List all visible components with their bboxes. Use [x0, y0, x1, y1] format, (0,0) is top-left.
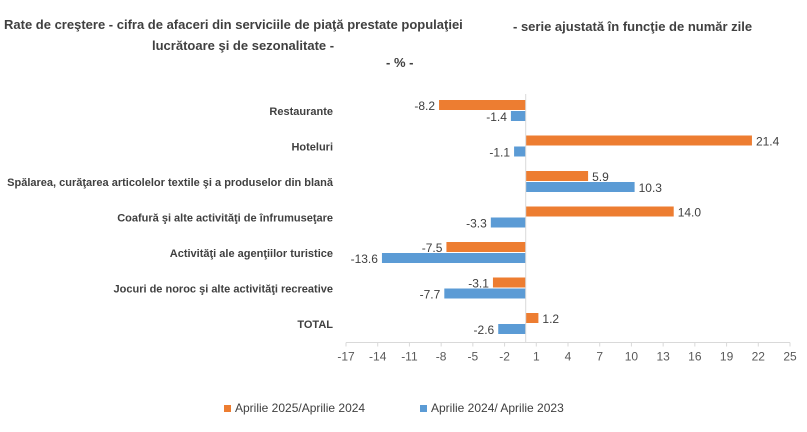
bar-series-1 — [439, 100, 526, 110]
x-tick-label: -17 — [337, 350, 355, 364]
category-label: Spălarea, curăţarea articolelor textile … — [7, 177, 334, 189]
data-label: -13.6 — [351, 252, 379, 266]
chart-title-line-2: - serie ajustată în funcţie de număr zil… — [513, 19, 753, 34]
legend-swatch-series-1 — [224, 404, 231, 412]
x-tick-label: 1 — [533, 350, 540, 364]
bar-series-2 — [525, 182, 635, 192]
data-label: 21.4 — [756, 135, 780, 149]
bar-series-2 — [514, 146, 526, 157]
category-label: TOTAL — [297, 319, 333, 331]
x-tick-label: 10 — [625, 350, 639, 364]
x-tick-label: -11 — [401, 350, 418, 364]
chart-title-line-3: lucrătoare şi de sezonalitate - — [152, 38, 335, 53]
legend-label-series-2: Aprilie 2024/ Aprilie 2023 — [431, 401, 564, 415]
x-tick-label: -2 — [499, 350, 510, 364]
bar-series-1 — [525, 313, 539, 323]
x-tick-label: 22 — [752, 350, 766, 364]
legend-item-series-1: Aprilie 2025/Aprilie 2024 — [224, 401, 365, 415]
category-label: Restaurante — [269, 106, 333, 118]
category-label: Hoteluri — [291, 142, 333, 154]
chart-title-line-4: - % - — [386, 55, 414, 70]
bar-series-1 — [492, 277, 526, 288]
bar-series-2 — [444, 288, 526, 299]
data-label: 14.0 — [678, 206, 702, 220]
data-label: -3.1 — [468, 277, 489, 291]
data-label: -1.1 — [489, 146, 510, 160]
x-tick-label: 25 — [783, 350, 797, 364]
category-label: Activităţi ale agenţiilor turistice — [170, 248, 333, 260]
data-label: -1.4 — [486, 110, 507, 124]
x-tick-label: 13 — [656, 350, 670, 364]
bar-series-1 — [525, 171, 589, 181]
bar-series-1 — [525, 135, 752, 146]
data-label: -8.2 — [414, 99, 435, 113]
data-label: -2.6 — [474, 323, 495, 337]
x-tick-label: 7 — [596, 350, 603, 364]
data-label: -7.5 — [422, 241, 443, 255]
x-tick-label: 16 — [688, 350, 702, 364]
legend-item-series-2: Aprilie 2024/ Aprilie 2023 — [420, 401, 564, 415]
chart-title-line-1: Rate de creştere - cifra de afaceri din … — [4, 17, 463, 32]
bar-series-1 — [525, 206, 674, 217]
x-tick-label: 4 — [565, 350, 572, 364]
bar-series-2 — [498, 324, 526, 334]
x-tick-label: -5 — [468, 350, 479, 364]
data-label: 5.9 — [592, 170, 609, 184]
data-label: 1.2 — [542, 312, 559, 326]
x-tick-label: 19 — [720, 350, 734, 364]
category-label: Jocuri de noroc şi alte activităţi recre… — [114, 284, 333, 296]
bar-series-2 — [510, 111, 526, 121]
category-label: Coafură şi alte activităţi de înfrumuseţ… — [117, 213, 333, 225]
legend-label-series-1: Aprilie 2025/Aprilie 2024 — [235, 401, 366, 415]
data-label: -3.3 — [466, 217, 487, 231]
x-tick-label: -14 — [369, 350, 387, 364]
bar-series-2 — [381, 253, 526, 263]
data-label: -7.7 — [420, 288, 441, 302]
bar-series-2 — [490, 217, 526, 228]
legend-swatch-series-2 — [420, 404, 427, 412]
bar-series-1 — [446, 242, 526, 252]
data-label: 10.3 — [639, 181, 663, 195]
x-tick-label: -8 — [436, 350, 447, 364]
